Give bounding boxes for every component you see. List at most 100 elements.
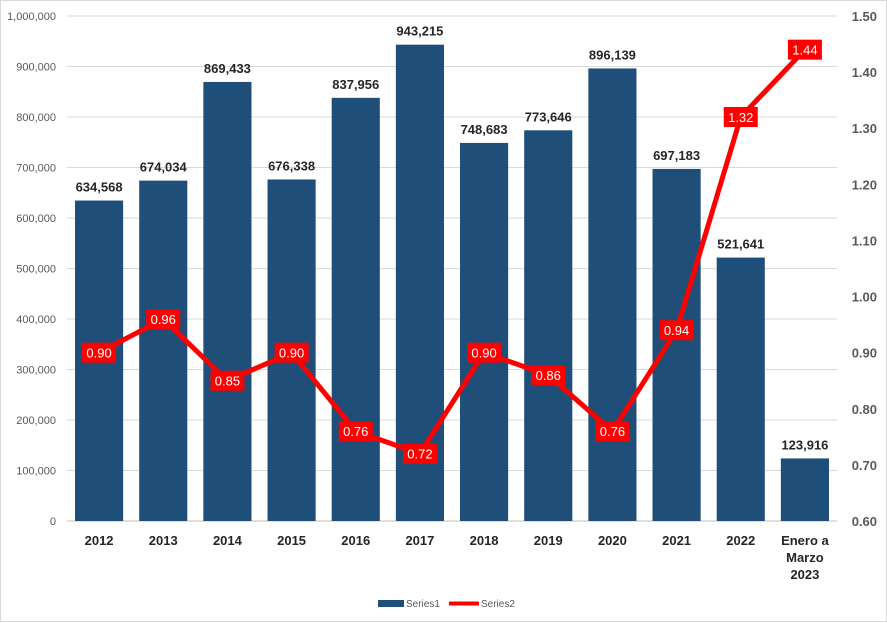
line-series <box>96 47 808 457</box>
bar <box>780 458 829 521</box>
line-point-label: 0.90 <box>467 342 502 363</box>
right-tick-label: 1.10 <box>852 233 877 248</box>
bar-series <box>75 44 829 522</box>
left-tick-label: 900,000 <box>16 62 56 74</box>
gridlines <box>67 15 837 522</box>
line-label-box <box>531 365 566 386</box>
bar <box>139 180 188 521</box>
x-axis: 2012 2013 2014 2015 2016 2017 2018 2019 2020 2021… <box>85 533 830 582</box>
line-label-box <box>210 370 245 391</box>
bar <box>652 168 701 521</box>
bar <box>716 257 765 521</box>
category-label: 2017 <box>405 533 434 548</box>
line-value-label: 1.32 <box>728 110 753 125</box>
left-tick-label: 400,000 <box>16 314 56 326</box>
bar <box>460 142 509 521</box>
line-data-labels: 0.90 0.96 0.85 0.90 0.76 0.72 0.90 0.86 0.76 0.94… <box>82 39 822 464</box>
category-label: 2023 <box>790 567 819 582</box>
left-tick-label: 100,000 <box>16 466 56 478</box>
line-value-label: 0.72 <box>407 447 432 462</box>
right-tick-label: 0.80 <box>852 402 877 417</box>
legend-swatch-series1 <box>378 600 404 607</box>
line-point-label: 0.86 <box>531 365 566 386</box>
line-value-label: 0.90 <box>86 346 111 361</box>
line-point-label: 0.94 <box>659 320 694 341</box>
bar-value-label: 896,139 <box>589 47 636 62</box>
line-point-label: 0.85 <box>210 370 245 391</box>
line-value-label: 0.85 <box>215 374 240 389</box>
left-tick-label: 300,000 <box>16 365 56 377</box>
category-label: 2019 <box>534 533 563 548</box>
right-tick-label: 0.60 <box>852 514 877 529</box>
bar <box>395 44 444 522</box>
line-point-label: 0.72 <box>402 443 437 464</box>
line-value-label: 1.44 <box>792 43 817 58</box>
left-tick-label: 600,000 <box>16 213 56 225</box>
right-tick-label: 1.50 <box>852 9 877 24</box>
bar-value-label: 123,916 <box>781 437 828 452</box>
bar-value-label: 634,568 <box>76 180 123 195</box>
line-point-label: 0.96 <box>146 309 181 329</box>
line-label-box <box>82 342 117 363</box>
left-tick-label: 800,000 <box>16 112 56 124</box>
bar-value-label: 697,183 <box>653 148 700 163</box>
line-point-label: 0.76 <box>595 421 630 442</box>
bar <box>524 130 573 521</box>
right-tick-label: 1.40 <box>852 65 877 80</box>
legend-label-series1: Series1 <box>406 599 440 610</box>
bar-value-label: 521,641 <box>717 237 764 252</box>
left-tick-label: 0 <box>50 516 56 528</box>
bar-value-label: 674,034 <box>140 160 188 175</box>
line-value-label: 0.90 <box>471 346 496 361</box>
line-label-box <box>146 309 181 329</box>
right-tick-label: 1.30 <box>852 121 877 136</box>
line-value-label: 0.76 <box>343 424 368 439</box>
left-tick-label: 1,000,000 <box>7 11 56 23</box>
category-label: 2022 <box>726 533 755 548</box>
left-tick-label: 700,000 <box>16 163 56 175</box>
line-label-box <box>402 443 437 464</box>
right-tick-label: 0.90 <box>852 346 877 361</box>
category-label: 2013 <box>149 533 178 548</box>
bar-value-label: 869,433 <box>204 61 251 76</box>
legend-label-series2: Series2 <box>481 599 515 610</box>
line-label-box <box>659 320 694 341</box>
category-label: 2016 <box>341 533 370 548</box>
left-tick-label: 500,000 <box>16 264 56 276</box>
category-label: 2015 <box>277 533 306 548</box>
bar-data-labels: 634,568 674,034 869,433 676,338 837,956 943,2… <box>76 24 829 453</box>
category-label: Marzo <box>786 550 824 565</box>
line-label-box <box>595 421 630 442</box>
line-point-label: 1.32 <box>723 107 758 127</box>
line-label-box <box>787 39 822 60</box>
line-value-label: 0.76 <box>600 424 625 439</box>
bar-value-label: 773,646 <box>525 109 572 124</box>
right-tick-label: 1.20 <box>852 177 877 192</box>
line-point-label: 0.90 <box>82 342 117 363</box>
line-value-label: 0.96 <box>151 312 176 327</box>
category-label: 2021 <box>662 533 691 548</box>
bar-value-label: 676,338 <box>268 158 315 173</box>
line-point-label: 0.90 <box>274 342 309 363</box>
bar <box>588 68 637 522</box>
line-value-label: 0.94 <box>664 323 689 338</box>
series2-line <box>96 47 808 457</box>
line-value-label: 0.90 <box>279 346 304 361</box>
category-label: Enero a <box>781 533 829 548</box>
line-label-box <box>274 342 309 363</box>
bar <box>203 81 252 521</box>
category-label: 2020 <box>598 533 627 548</box>
line-point-label: 0.76 <box>338 421 373 442</box>
category-label: 2012 <box>85 533 114 548</box>
left-axis: 0 100,000 200,000 300,000 400,000 500,000 600,… <box>7 11 56 528</box>
right-tick-label: 0.70 <box>852 458 877 473</box>
bar <box>331 97 380 522</box>
right-axis: 0.60 0.70 0.80 0.90 1.00 1.10 1.20 1.30 1.40 1.50 <box>852 9 877 529</box>
category-label: 2014 <box>213 533 243 548</box>
line-label-box <box>467 342 502 363</box>
category-label: 2018 <box>470 533 499 548</box>
right-tick-label: 1.00 <box>852 290 877 305</box>
bar-value-label: 748,683 <box>461 122 508 137</box>
